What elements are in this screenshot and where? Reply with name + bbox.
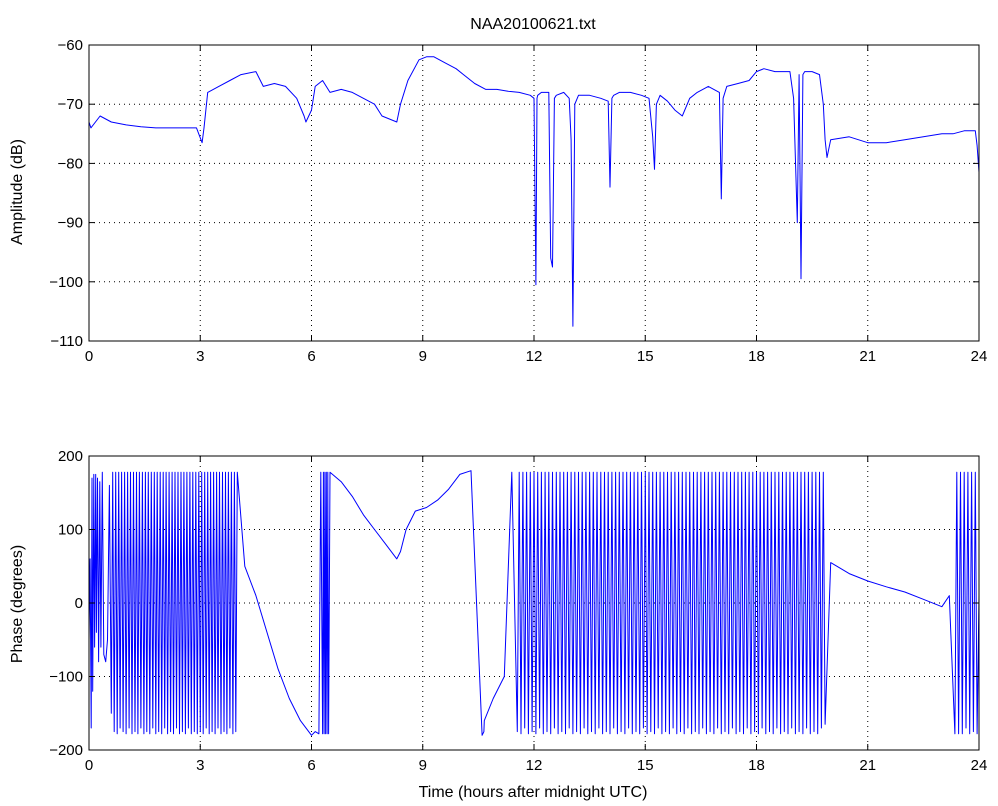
phase-panel: 0 3 6 9 12 15 18 21 24 −200 −100 0 100 200 Phase (de…	[9, 448, 987, 801]
y-tick-label: −60	[58, 37, 83, 54]
x-tick-label: 18	[748, 348, 765, 365]
y-tick-label: −100	[49, 669, 83, 686]
x-tick-label: 6	[307, 757, 315, 774]
phase-y-axis-label: Phase (degrees)	[9, 545, 26, 663]
x-tick-label: 9	[419, 348, 427, 365]
x-tick-label: 21	[859, 348, 876, 365]
y-tick-label: −200	[49, 742, 83, 759]
x-tick-label: 3	[196, 348, 204, 365]
x-tick-label: 15	[637, 348, 654, 365]
amplitude-y-axis-label: Amplitude (dB)	[9, 139, 26, 245]
y-tick-label: −80	[58, 155, 83, 172]
amplitude-series-line	[88, 56, 980, 327]
y-tick-label: −100	[49, 274, 83, 291]
x-tick-label: 12	[526, 348, 543, 365]
amplitude-y-tick-labels: −110 −100 −90 −80 −70 −60	[49, 37, 83, 350]
y-tick-label: 0	[75, 595, 83, 612]
phase-x-axis-label: Time (hours after midnight UTC)	[419, 784, 648, 801]
phase-ticks	[88, 455, 980, 751]
y-tick-label: −90	[58, 215, 83, 232]
y-tick-label: 200	[58, 448, 83, 465]
y-tick-label: 100	[58, 522, 83, 539]
x-tick-label: 18	[748, 757, 765, 774]
figure-title: NAA20100621.txt	[470, 16, 596, 33]
x-tick-label: 24	[971, 348, 988, 365]
x-tick-label: 15	[637, 757, 654, 774]
amplitude-ticks	[88, 44, 980, 342]
phase-series-line	[88, 470, 980, 736]
y-tick-label: −110	[50, 333, 83, 350]
y-tick-label: −70	[58, 96, 83, 113]
phase-x-tick-labels: 0 3 6 9 12 15 18 21 24	[85, 757, 988, 774]
x-tick-label: 9	[419, 757, 427, 774]
amplitude-panel: 0 3 6 9 12 15 18 21 24 −110 −100 −90 −80 −70 −60 Ampl…	[9, 37, 987, 365]
x-tick-label: 3	[196, 757, 204, 774]
x-tick-label: 12	[526, 757, 543, 774]
x-tick-label: 21	[859, 757, 876, 774]
x-tick-label: 0	[85, 348, 93, 365]
x-tick-label: 0	[85, 757, 93, 774]
phase-y-tick-labels: −200 −100 0 100 200	[49, 448, 83, 759]
x-tick-label: 24	[971, 757, 988, 774]
amplitude-x-tick-labels: 0 3 6 9 12 15 18 21 24	[85, 348, 988, 365]
x-tick-label: 6	[307, 348, 315, 365]
